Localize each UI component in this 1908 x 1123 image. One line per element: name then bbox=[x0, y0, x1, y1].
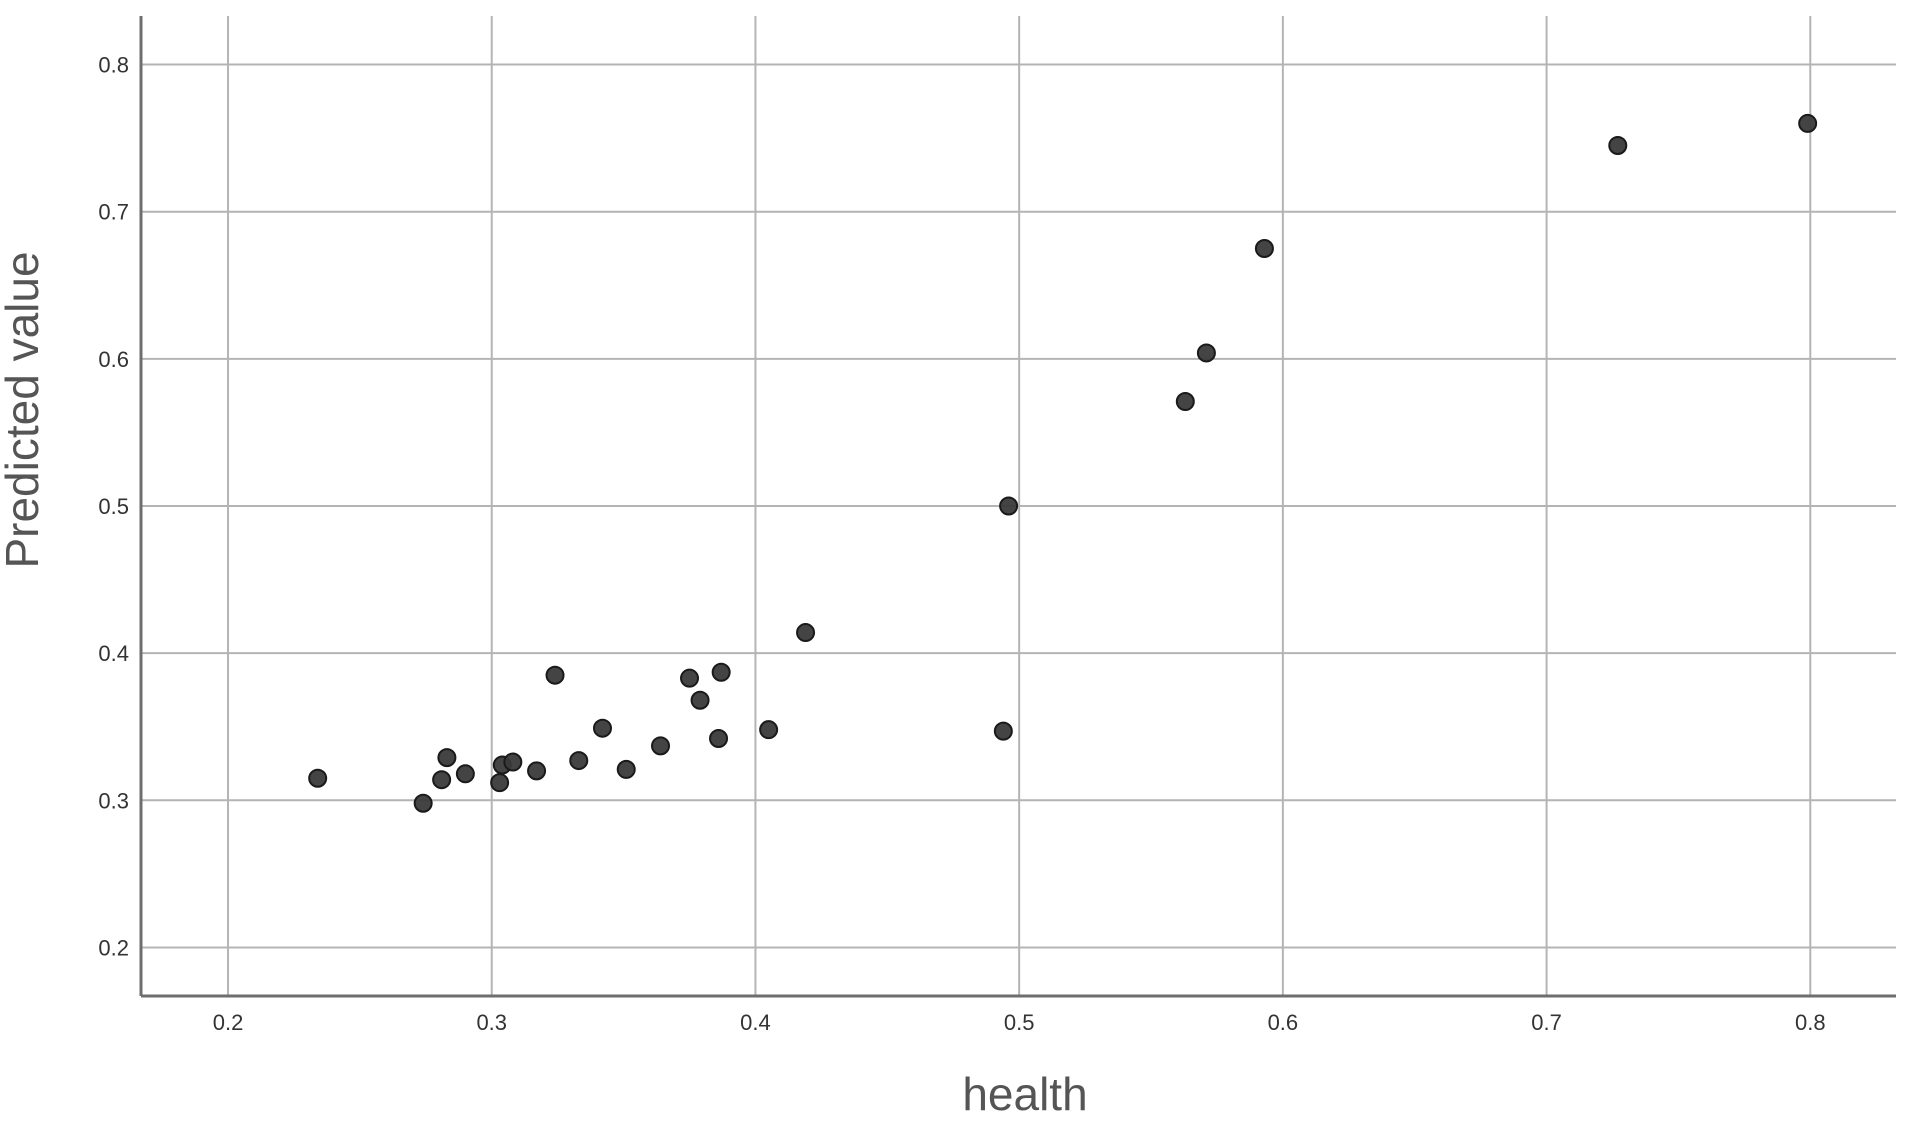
data-point bbox=[455, 764, 475, 784]
data-point bbox=[993, 721, 1013, 741]
grid bbox=[141, 16, 1896, 996]
data-point bbox=[651, 736, 671, 756]
data-point bbox=[759, 720, 779, 740]
y-tick-label: 0.3 bbox=[98, 788, 129, 813]
data-point bbox=[545, 665, 565, 685]
data-point bbox=[592, 718, 612, 738]
data-point bbox=[308, 768, 328, 788]
x-tick-label: 0.3 bbox=[476, 1010, 507, 1035]
y-tick-label: 0.5 bbox=[98, 494, 129, 519]
data-point bbox=[796, 623, 816, 643]
data-point bbox=[1254, 238, 1274, 258]
data-point bbox=[1608, 135, 1628, 155]
x-axis-title: health bbox=[962, 1068, 1087, 1120]
x-tick-label: 0.2 bbox=[213, 1010, 244, 1035]
data-point bbox=[490, 773, 510, 793]
data-point bbox=[527, 761, 547, 781]
y-axis-title: Predicted value bbox=[0, 251, 48, 568]
data-point bbox=[503, 752, 523, 772]
y-tick-label: 0.7 bbox=[98, 200, 129, 225]
x-tick-label: 0.4 bbox=[740, 1010, 771, 1035]
data-point bbox=[690, 690, 710, 710]
data-point bbox=[999, 496, 1019, 516]
data-point bbox=[1196, 343, 1216, 363]
y-tick-labels: 0.2 0.3 0.4 0.5 0.6 0.7 0.8 bbox=[98, 53, 129, 961]
data-point bbox=[432, 770, 452, 790]
data-point bbox=[616, 759, 636, 779]
y-tick-label: 0.2 bbox=[98, 935, 129, 960]
data-point bbox=[680, 668, 700, 688]
data-point bbox=[413, 793, 433, 813]
data-point bbox=[711, 662, 731, 682]
y-tick-label: 0.6 bbox=[98, 347, 129, 372]
data-point bbox=[709, 728, 729, 748]
data-point bbox=[569, 751, 589, 771]
data-point bbox=[1175, 392, 1195, 412]
data-point bbox=[1798, 113, 1818, 133]
y-tick-label: 0.8 bbox=[98, 53, 129, 78]
y-tick-label: 0.4 bbox=[98, 641, 129, 666]
x-tick-labels: 0.2 0.3 0.4 0.5 0.6 0.7 0.8 bbox=[213, 1010, 1826, 1035]
data-points bbox=[308, 113, 1818, 813]
x-tick-label: 0.7 bbox=[1531, 1010, 1562, 1035]
x-tick-label: 0.5 bbox=[1004, 1010, 1035, 1035]
x-tick-label: 0.6 bbox=[1268, 1010, 1299, 1035]
x-tick-label: 0.8 bbox=[1795, 1010, 1826, 1035]
data-point bbox=[437, 748, 457, 768]
